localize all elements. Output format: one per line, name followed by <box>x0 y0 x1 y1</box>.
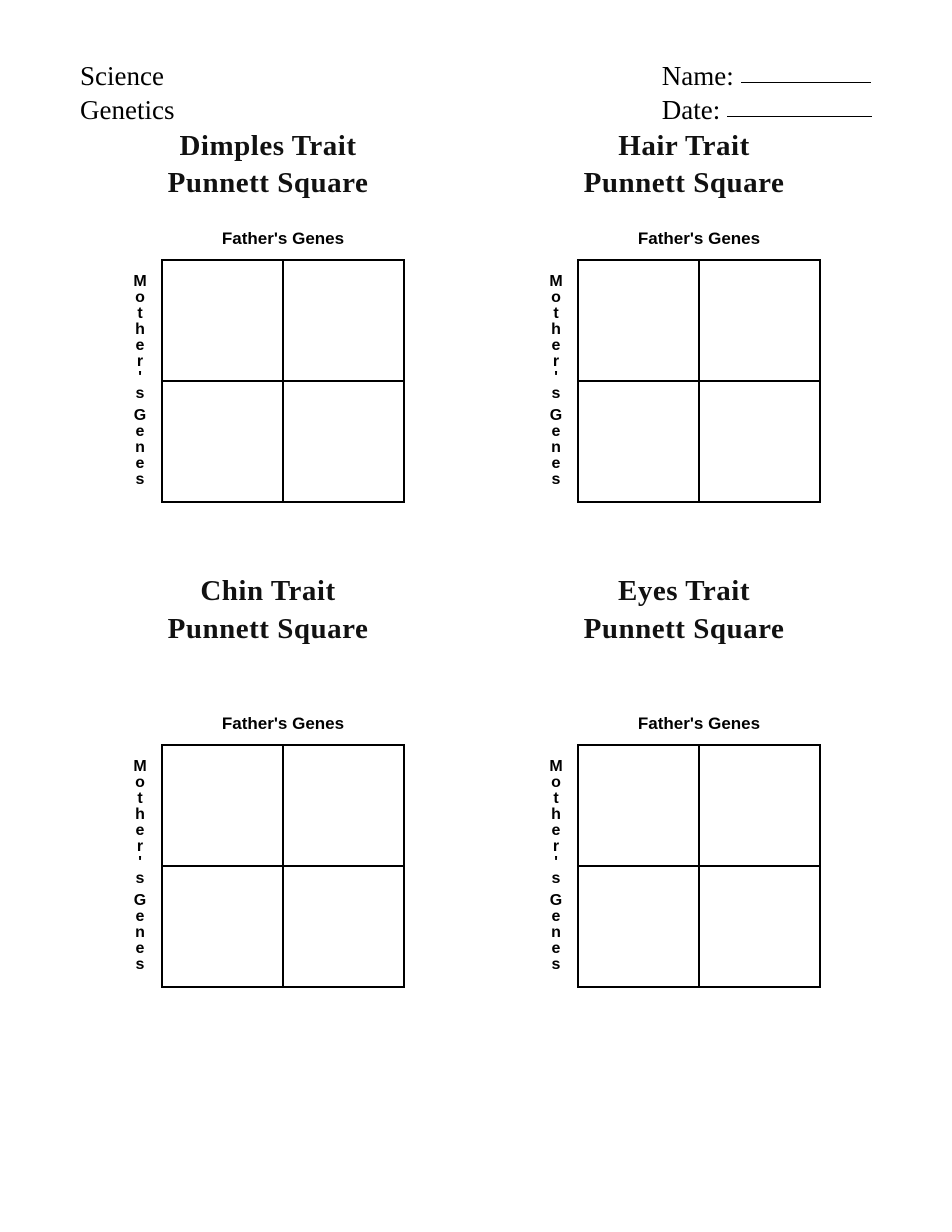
header-row: Science Genetics Name: Date: <box>80 60 872 128</box>
punnett-grid: Dimples Trait Punnett Square Father's Ge… <box>80 128 872 989</box>
father-genes-label: Father's Genes <box>161 229 405 249</box>
punnett-cell-chin: Chin Trait Punnett Square Father's Genes… <box>80 563 456 988</box>
trait-title-line2: Punnett Square <box>496 611 872 649</box>
square-row: Mother'sGenes <box>131 259 405 503</box>
trait-title-line1: Chin Trait <box>80 573 456 611</box>
topic-label: Genetics <box>80 94 174 128</box>
mother-genes-label: Mother'sGenes <box>131 759 149 973</box>
date-label: Date: <box>662 95 720 125</box>
father-genes-label: Father's Genes <box>161 714 405 734</box>
trait-title-line2: Punnett Square <box>496 165 872 203</box>
punnett-square[interactable] <box>161 744 405 988</box>
trait-title-line1: Dimples Trait <box>80 128 456 166</box>
worksheet-page: Science Genetics Name: Date: Dimples Tra… <box>0 0 952 1048</box>
trait-title: Chin Trait Punnett Square <box>80 573 456 648</box>
punnett-block: Father's Genes Mother'sGenes <box>547 229 821 503</box>
father-genes-label: Father's Genes <box>577 714 821 734</box>
name-line: Name: <box>662 60 872 94</box>
date-blank[interactable] <box>727 116 872 117</box>
mother-genes-label: Mother'sGenes <box>547 274 565 488</box>
name-label: Name: <box>662 61 734 91</box>
punnett-block: Father's Genes Mother'sGenes <box>547 714 821 988</box>
trait-title-line2: Punnett Square <box>80 611 456 649</box>
punnett-cell-dimples: Dimples Trait Punnett Square Father's Ge… <box>80 128 456 503</box>
trait-title-line2: Punnett Square <box>80 165 456 203</box>
punnett-square[interactable] <box>161 259 405 503</box>
trait-title-line1: Hair Trait <box>496 128 872 166</box>
trait-title-line1: Eyes Trait <box>496 573 872 611</box>
punnett-square[interactable] <box>577 259 821 503</box>
mother-genes-label: Mother'sGenes <box>131 274 149 488</box>
subject-label: Science <box>80 60 174 94</box>
punnett-block: Father's Genes Mother'sGenes <box>131 714 405 988</box>
square-row: Mother'sGenes <box>547 259 821 503</box>
square-row: Mother'sGenes <box>547 744 821 988</box>
punnett-block: Father's Genes Mother'sGenes <box>131 229 405 503</box>
header-right: Name: Date: <box>662 60 872 128</box>
mother-genes-label: Mother'sGenes <box>547 759 565 973</box>
date-line: Date: <box>662 94 872 128</box>
trait-title: Eyes Trait Punnett Square <box>496 573 872 648</box>
punnett-cell-eyes: Eyes Trait Punnett Square Father's Genes… <box>496 563 872 988</box>
trait-title: Dimples Trait Punnett Square <box>80 128 456 203</box>
trait-title: Hair Trait Punnett Square <box>496 128 872 203</box>
header-left: Science Genetics <box>80 60 174 128</box>
square-row: Mother'sGenes <box>131 744 405 988</box>
name-blank[interactable] <box>741 82 871 83</box>
father-genes-label: Father's Genes <box>577 229 821 249</box>
punnett-cell-hair: Hair Trait Punnett Square Father's Genes… <box>496 128 872 503</box>
punnett-square[interactable] <box>577 744 821 988</box>
